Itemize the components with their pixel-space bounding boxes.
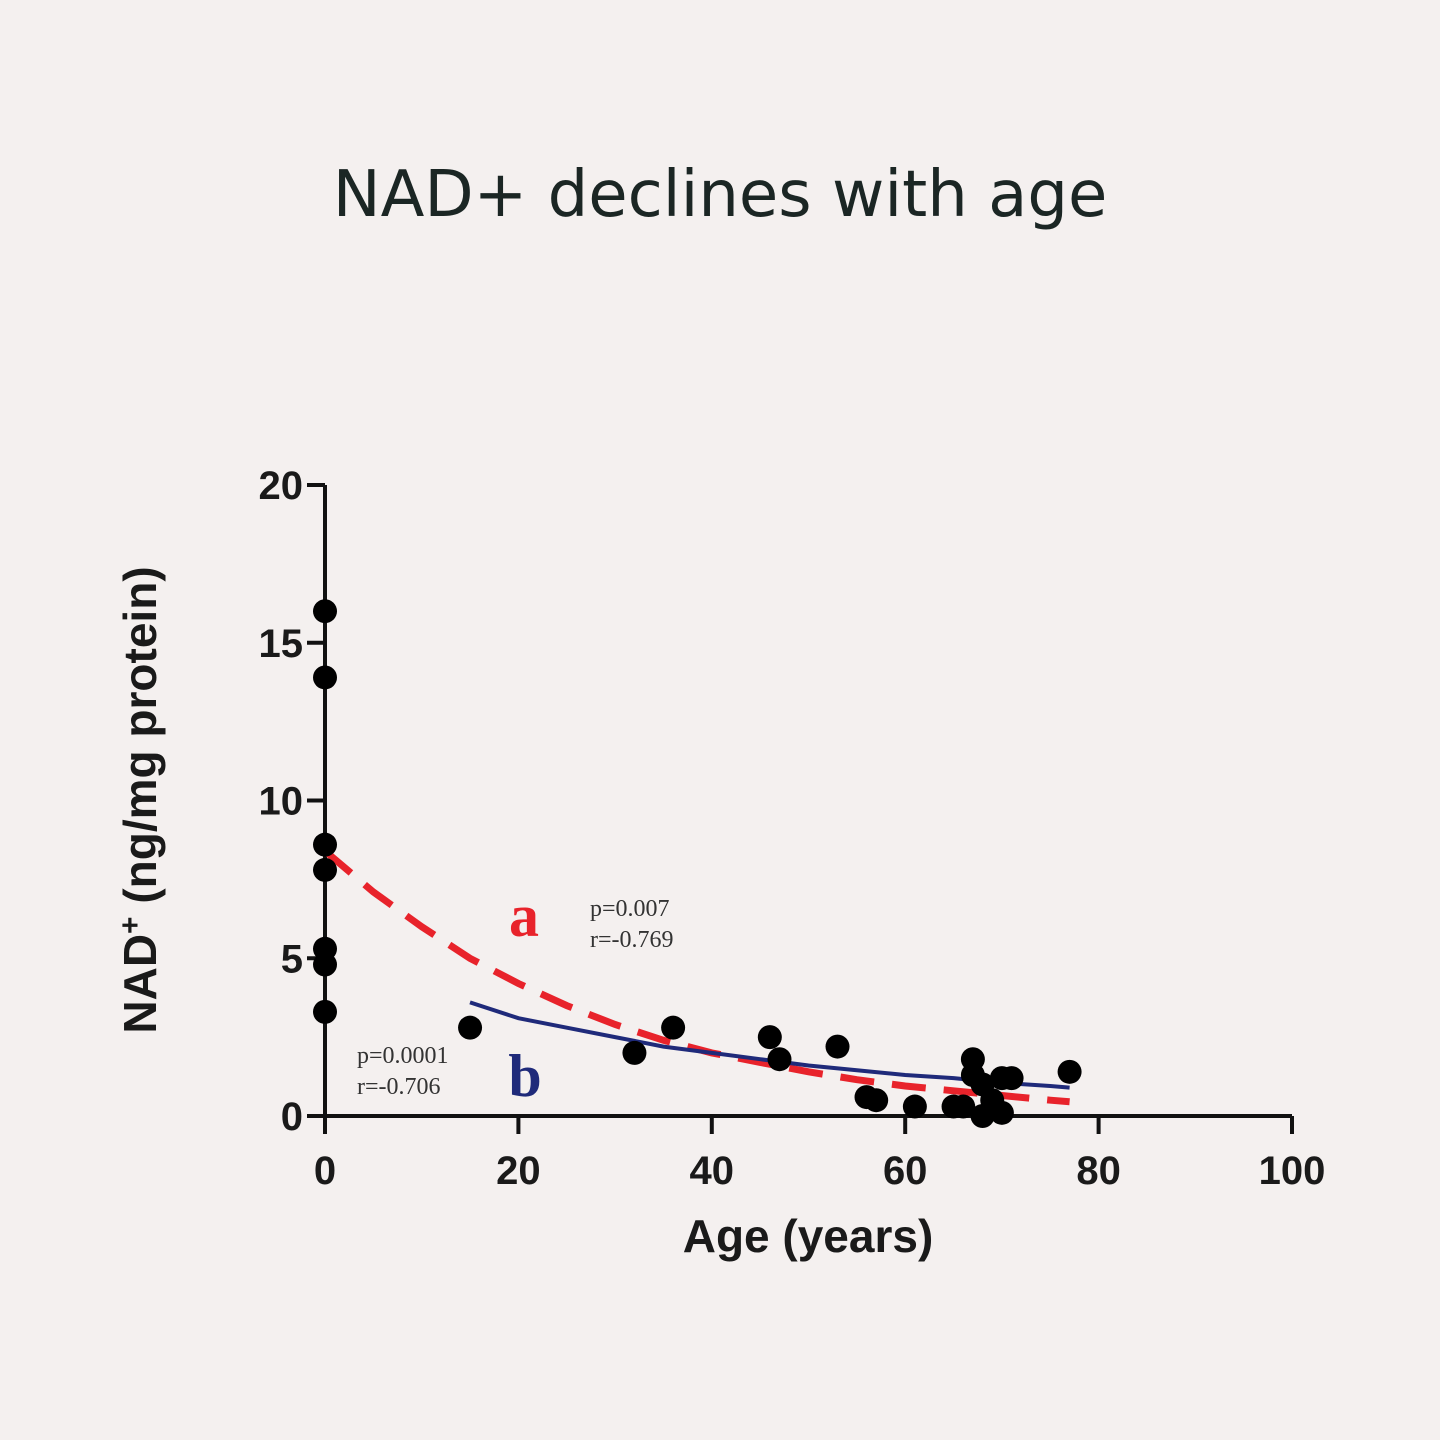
data-point xyxy=(825,1034,850,1059)
data-point xyxy=(313,999,337,1024)
chart-axes: 0 20 40 60 80 100 0 5 10 15 20 xyxy=(259,464,1326,1193)
data-point xyxy=(458,1015,483,1040)
data-point xyxy=(313,599,337,624)
y-axis-label-sup: + xyxy=(114,916,147,934)
y-tick-label: 5 xyxy=(281,937,303,981)
data-point xyxy=(902,1094,927,1119)
data-point xyxy=(767,1047,792,1072)
x-tick-label: 0 xyxy=(314,1149,336,1193)
y-axis-label-main: NAD xyxy=(114,934,166,1034)
data-points xyxy=(313,599,1082,1128)
page-title: NAD+ declines with age xyxy=(332,158,1108,232)
data-point xyxy=(864,1088,889,1113)
x-tick-label: 20 xyxy=(496,1149,541,1193)
x-tick-label: 80 xyxy=(1076,1149,1121,1193)
x-axis-label: Age (years) xyxy=(683,1210,934,1262)
y-tick-label: 15 xyxy=(259,622,304,666)
y-tick-label: 0 xyxy=(281,1095,303,1139)
data-point xyxy=(313,832,337,857)
data-point xyxy=(661,1015,686,1040)
data-point xyxy=(1057,1059,1082,1084)
data-point xyxy=(313,857,337,882)
data-point xyxy=(989,1100,1014,1125)
data-point xyxy=(757,1025,782,1050)
data-point xyxy=(313,665,337,690)
curve-stat-b: p=0.0001 xyxy=(357,1043,449,1069)
data-point xyxy=(999,1066,1024,1091)
y-tick-label: 20 xyxy=(259,464,304,508)
y-axis-label: NAD+ (ng/mg protein) xyxy=(114,566,167,1033)
x-tick-label: 60 xyxy=(883,1149,928,1193)
y-axis-label-rest: (ng/mg protein) xyxy=(114,566,166,916)
curve-stat-b: r=-0.706 xyxy=(357,1074,441,1100)
curve-stat-a: p=0.007 xyxy=(590,896,670,922)
curve-label-b: b xyxy=(508,1043,541,1109)
x-tick-label: 40 xyxy=(690,1149,735,1193)
data-point xyxy=(951,1094,976,1119)
x-tick-label: 100 xyxy=(1259,1149,1326,1193)
y-tick-label: 10 xyxy=(259,780,304,824)
annotations: a p=0.007 r=-0.769 b p=0.0001 r=-0.706 xyxy=(357,883,674,1109)
curve-label-a: a xyxy=(509,883,539,949)
curve-stat-a: r=-0.769 xyxy=(590,927,674,953)
data-point xyxy=(313,952,337,977)
data-point xyxy=(622,1040,647,1065)
